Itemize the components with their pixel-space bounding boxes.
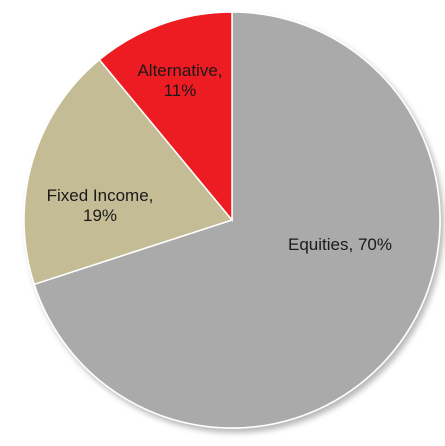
label-alternative-line-2: 11%: [164, 81, 197, 100]
slice-alternative: [98, 11, 233, 223]
label-alternative-line-1: Alternative,: [137, 61, 222, 80]
label-fixed-income-line-2: 19%: [83, 206, 117, 225]
label-equities: Equities, 70%: [288, 235, 392, 254]
label-equities-line-1: Equities, 70%: [288, 235, 392, 254]
slice-fixed-income: [23, 58, 234, 286]
slice-equities: [33, 11, 441, 429]
label-fixed-income-line-1: Fixed Income,: [47, 186, 154, 205]
pie-slices: [23, 11, 441, 429]
label-fixed-income: Fixed Income, 19%: [47, 186, 154, 225]
pie-labels: Equities, 70% Fixed Income, 19% Alternative…: [47, 61, 392, 254]
label-alternative: Alternative, 11%: [137, 61, 222, 100]
